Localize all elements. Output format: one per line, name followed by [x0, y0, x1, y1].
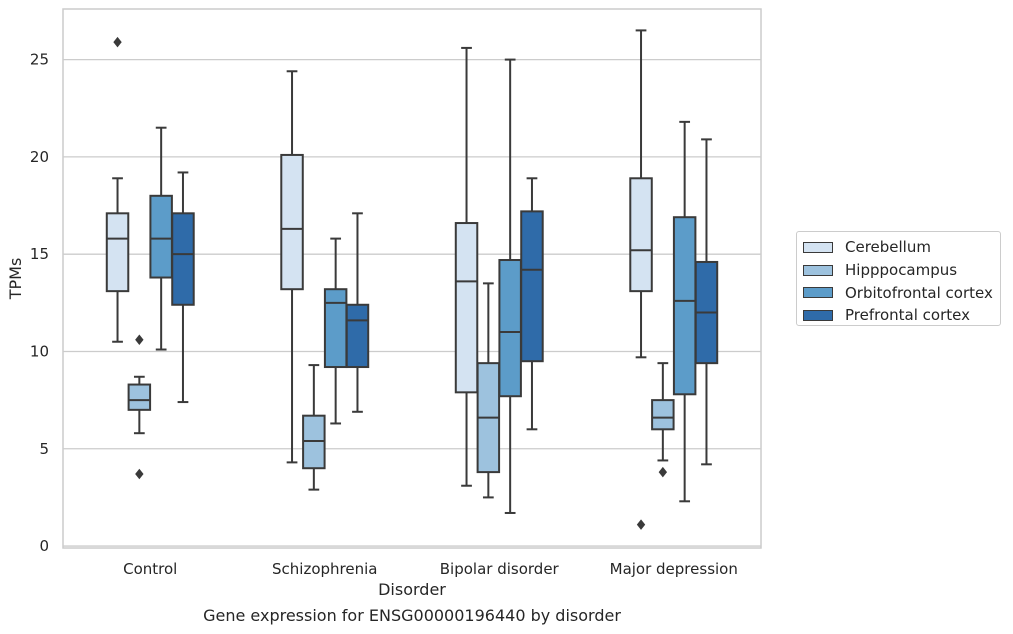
- y-tick-label: 20: [30, 148, 49, 166]
- outlier-point: [135, 334, 144, 346]
- box-series: [105, 29, 719, 530]
- y-axis-ticks: 0 5 10 15 20 25: [30, 51, 49, 555]
- x-axis-ticks: Control Schizophrenia Bipolar disorder Majo…: [123, 560, 738, 578]
- chart-caption: Gene expression for ENSG00000196440 by d…: [203, 606, 621, 625]
- legend-item: Prefrontal cortex: [803, 304, 1000, 327]
- iqr-box: [105, 212, 130, 293]
- legend-swatch: [803, 309, 833, 321]
- legend-label: Hipppocampus: [845, 261, 958, 280]
- outlier-point: [658, 466, 668, 478]
- x-tick-label: Schizophrenia: [272, 560, 377, 578]
- outlier-point: [636, 519, 646, 530]
- legend-swatch: [803, 241, 833, 253]
- iqr-box: [149, 194, 173, 279]
- iqr-box: [629, 177, 653, 293]
- iqr-box: [651, 399, 675, 431]
- y-tick-label: 25: [30, 51, 49, 69]
- legend-item: Orbitofrontal cortex: [803, 281, 1000, 304]
- x-axis-label: Disorder: [378, 580, 446, 599]
- legend-label: Cerebellum: [845, 238, 931, 257]
- series-orbitofrontal-cortex: [149, 58, 697, 514]
- x-tick-label: Bipolar disorder: [440, 560, 560, 578]
- iqr-box: [171, 212, 195, 306]
- iqr-box: [520, 210, 544, 363]
- outlier-point: [135, 468, 144, 480]
- y-tick-label: 5: [39, 440, 49, 458]
- legend-label: Orbitofrontal cortex: [845, 283, 993, 302]
- legend-item: Cerebellum: [803, 236, 1000, 259]
- plot-frame: [62, 8, 762, 549]
- grid-lines: [63, 58, 761, 547]
- y-tick-label: 10: [30, 342, 49, 360]
- x-tick-label: Control: [123, 560, 177, 578]
- y-axis-label: TPMs: [6, 258, 25, 301]
- x-tick-label: Major depression: [610, 560, 738, 578]
- iqr-box: [498, 259, 522, 398]
- iqr-box: [127, 383, 152, 411]
- iqr-box: [280, 153, 304, 291]
- legend-label: Prefrontal cortex: [845, 306, 970, 325]
- y-tick-label: 0: [39, 537, 49, 555]
- outlier-point: [113, 36, 122, 48]
- iqr-box: [672, 216, 697, 396]
- legend-swatch: [803, 287, 833, 299]
- legend: Cerebellum Hipppocampus Orbitofrontal cort…: [796, 231, 1001, 326]
- legend-item: Hipppocampus: [803, 259, 1000, 282]
- series-prefrontal-cortex: [171, 138, 719, 466]
- iqr-box: [454, 222, 479, 394]
- series-cerebellum: [105, 29, 653, 530]
- iqr-box: [323, 288, 348, 369]
- legend-swatch: [803, 264, 833, 276]
- iqr-box: [345, 303, 370, 369]
- y-tick-label: 15: [30, 245, 49, 263]
- series-hipppocampus: [127, 282, 675, 499]
